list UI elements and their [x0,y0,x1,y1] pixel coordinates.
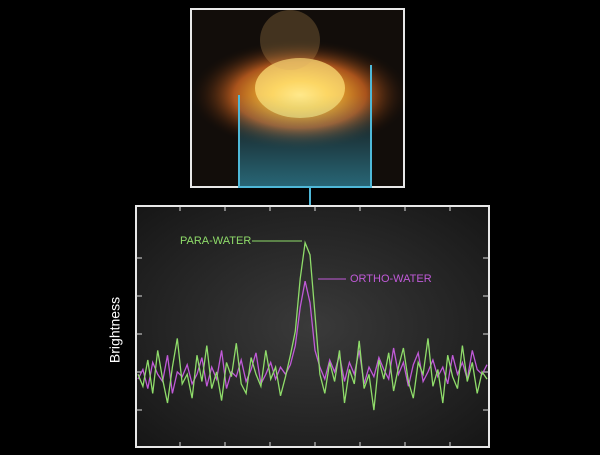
annotation: ORTHO-WATER [350,273,432,285]
spectrum-line [137,280,488,394]
frame-ticks [136,206,489,447]
y-axis-label: Brightness [107,297,123,363]
spectrum-line [137,240,488,411]
disk-image [190,8,410,225]
annotation: PARA-WATER [180,235,251,247]
